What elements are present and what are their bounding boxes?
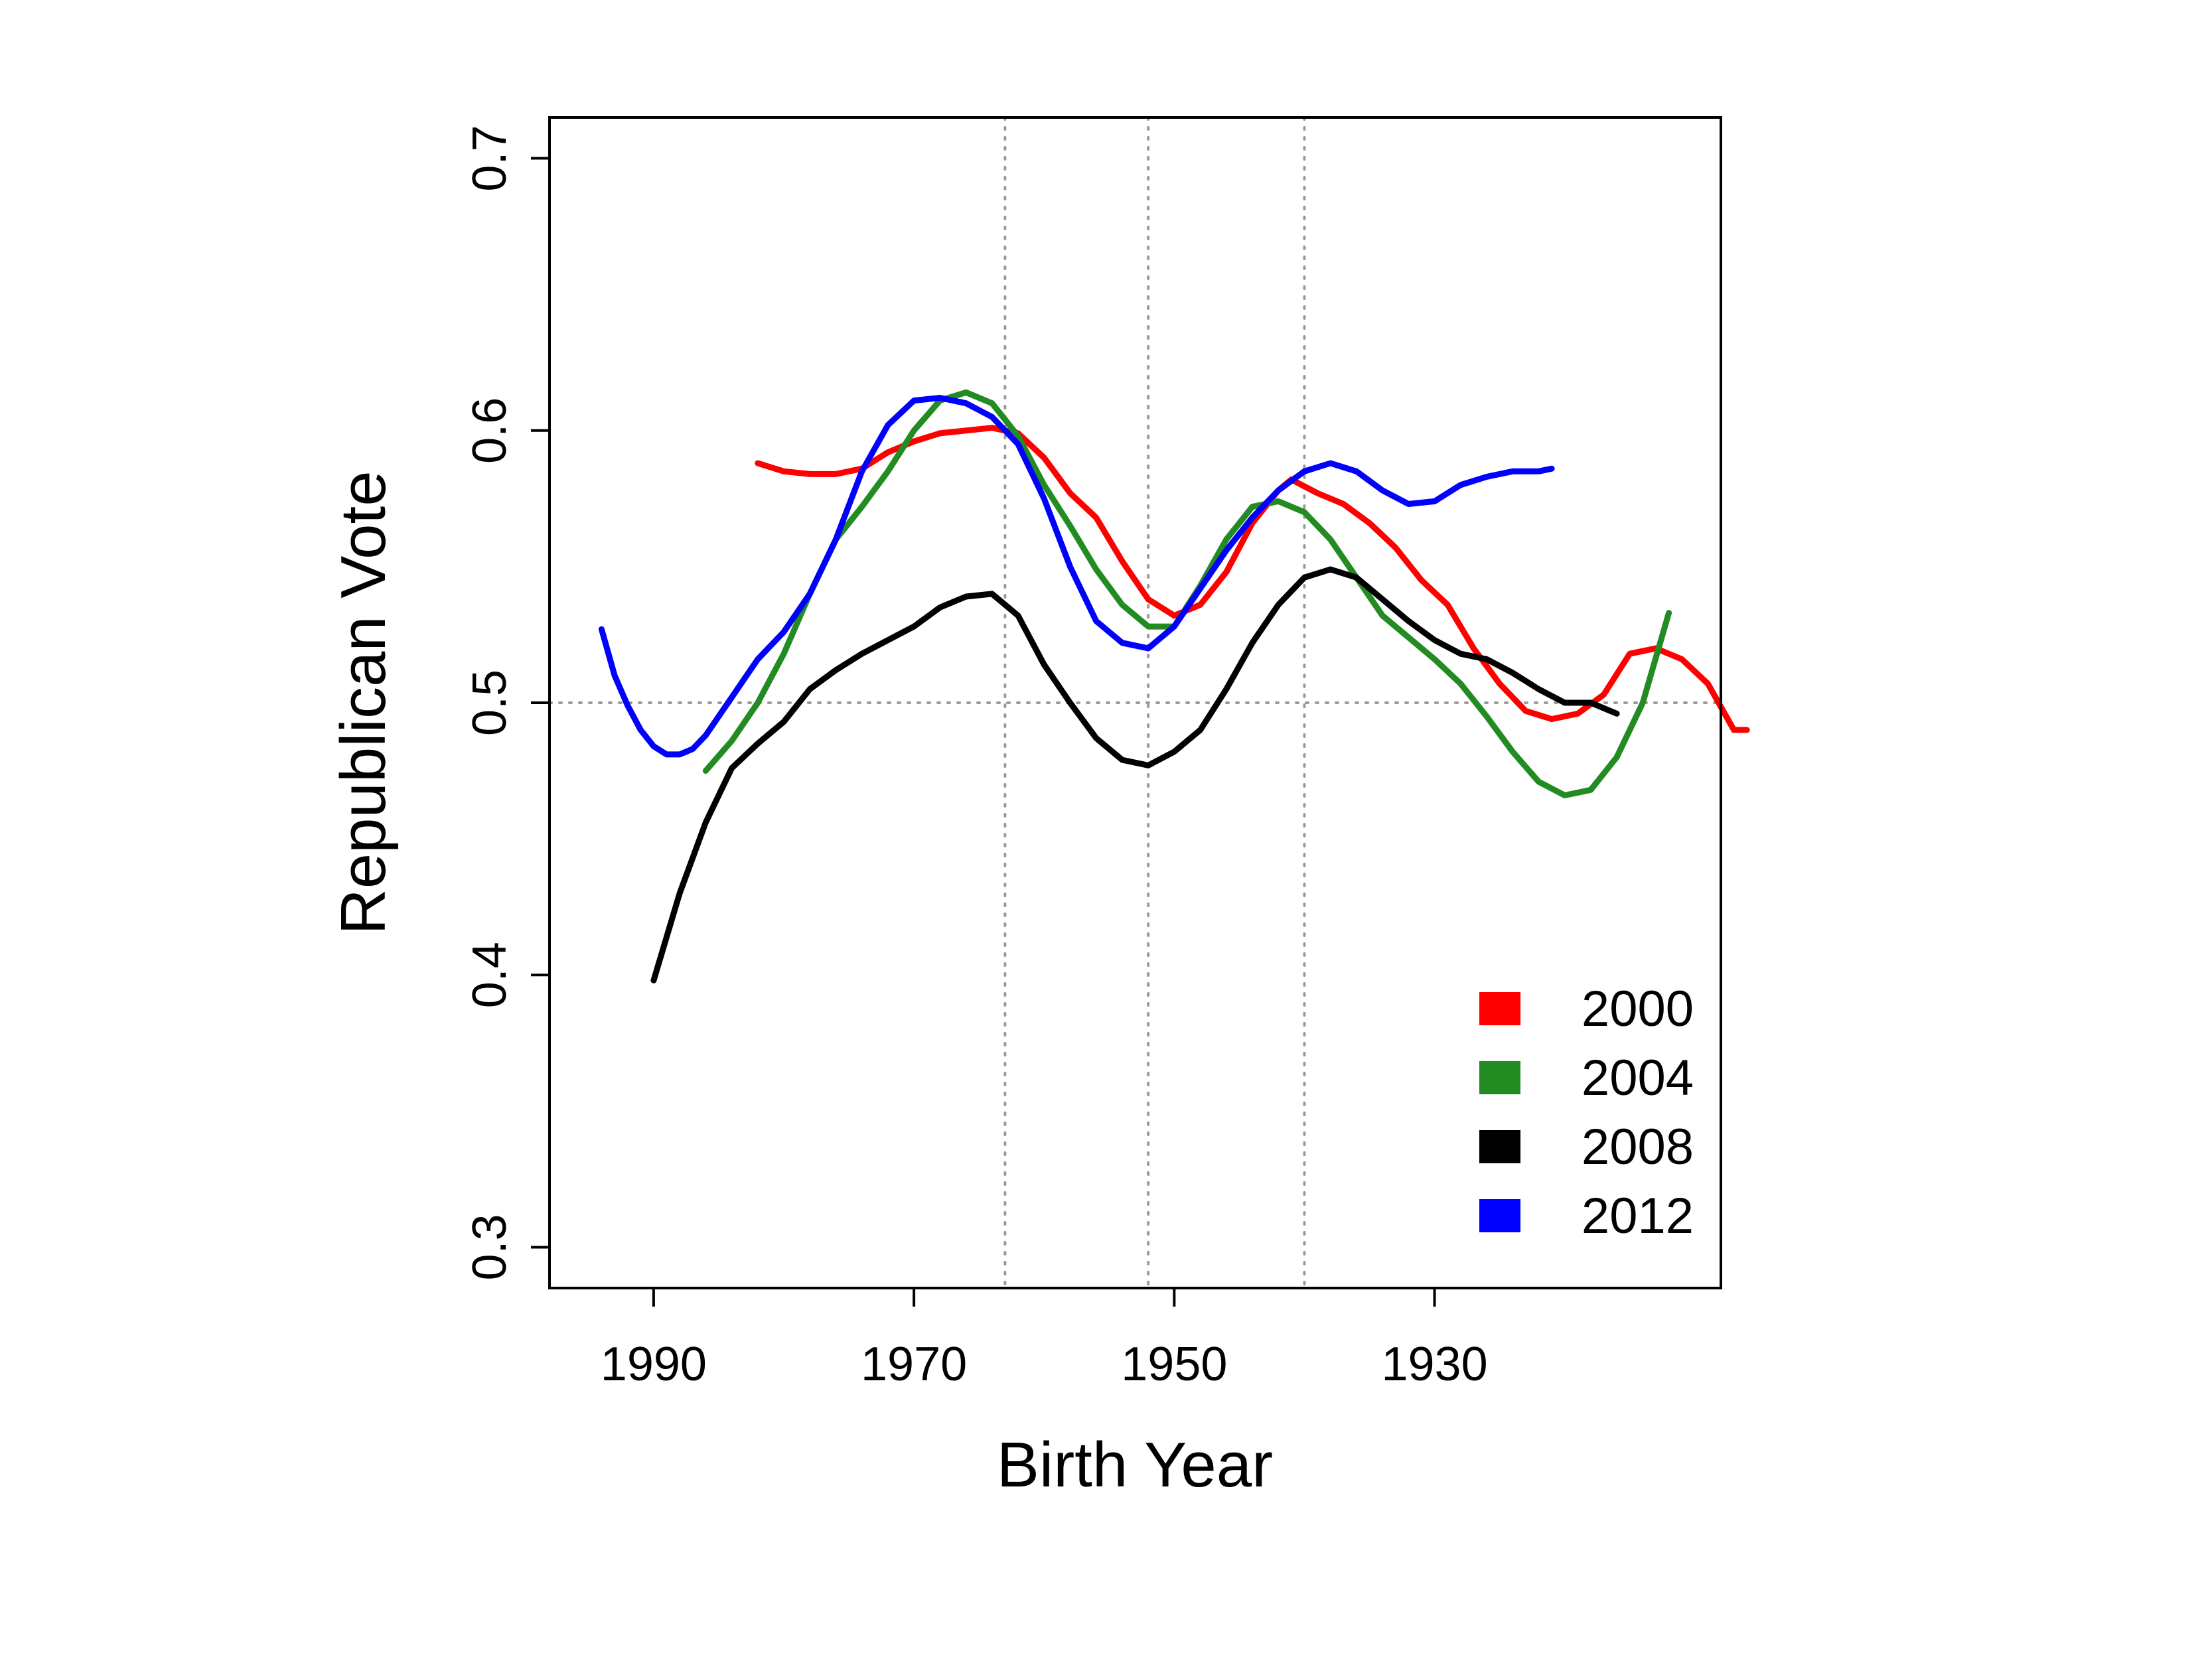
legend-swatch-2000 — [1479, 992, 1520, 1025]
y-axis: 0.3 0.4 0.5 0.6 0.7 — [463, 125, 550, 1281]
legend-label-2012: 2012 — [1582, 1188, 1694, 1244]
x-axis-label: Birth Year — [997, 1429, 1273, 1500]
legend-swatch-2012 — [1479, 1199, 1520, 1232]
legend-label-2004: 2004 — [1582, 1050, 1694, 1106]
y-axis-label: Republican Vote — [328, 470, 399, 934]
legend-swatch-2008 — [1479, 1130, 1520, 1163]
legend: 2000 2004 2008 2012 — [1479, 981, 1694, 1244]
y-tick-label: 0.6 — [463, 397, 516, 464]
x-tick-label: 1990 — [601, 1338, 707, 1391]
legend-swatch-2004 — [1479, 1061, 1520, 1094]
series-line-2004 — [702, 389, 1672, 798]
y-tick-label: 0.3 — [463, 1214, 516, 1280]
y-tick-label: 0.5 — [463, 670, 516, 736]
x-tick-label: 1930 — [1381, 1338, 1487, 1391]
series-layer — [598, 389, 1750, 983]
y-tick-label: 0.4 — [463, 942, 516, 1008]
x-tick-label: 1950 — [1121, 1338, 1227, 1391]
legend-label-2008: 2008 — [1582, 1119, 1694, 1175]
x-axis: 1990 1970 1950 1930 — [601, 1288, 1488, 1391]
reference-lines — [548, 116, 1722, 1289]
series-line-2000 — [755, 425, 1750, 733]
legend-label-2000: 2000 — [1582, 981, 1694, 1037]
series-line-2008 — [650, 566, 1620, 983]
x-tick-label: 1970 — [861, 1338, 967, 1391]
y-tick-label: 0.7 — [463, 125, 516, 191]
series-line-2012 — [598, 395, 1555, 758]
